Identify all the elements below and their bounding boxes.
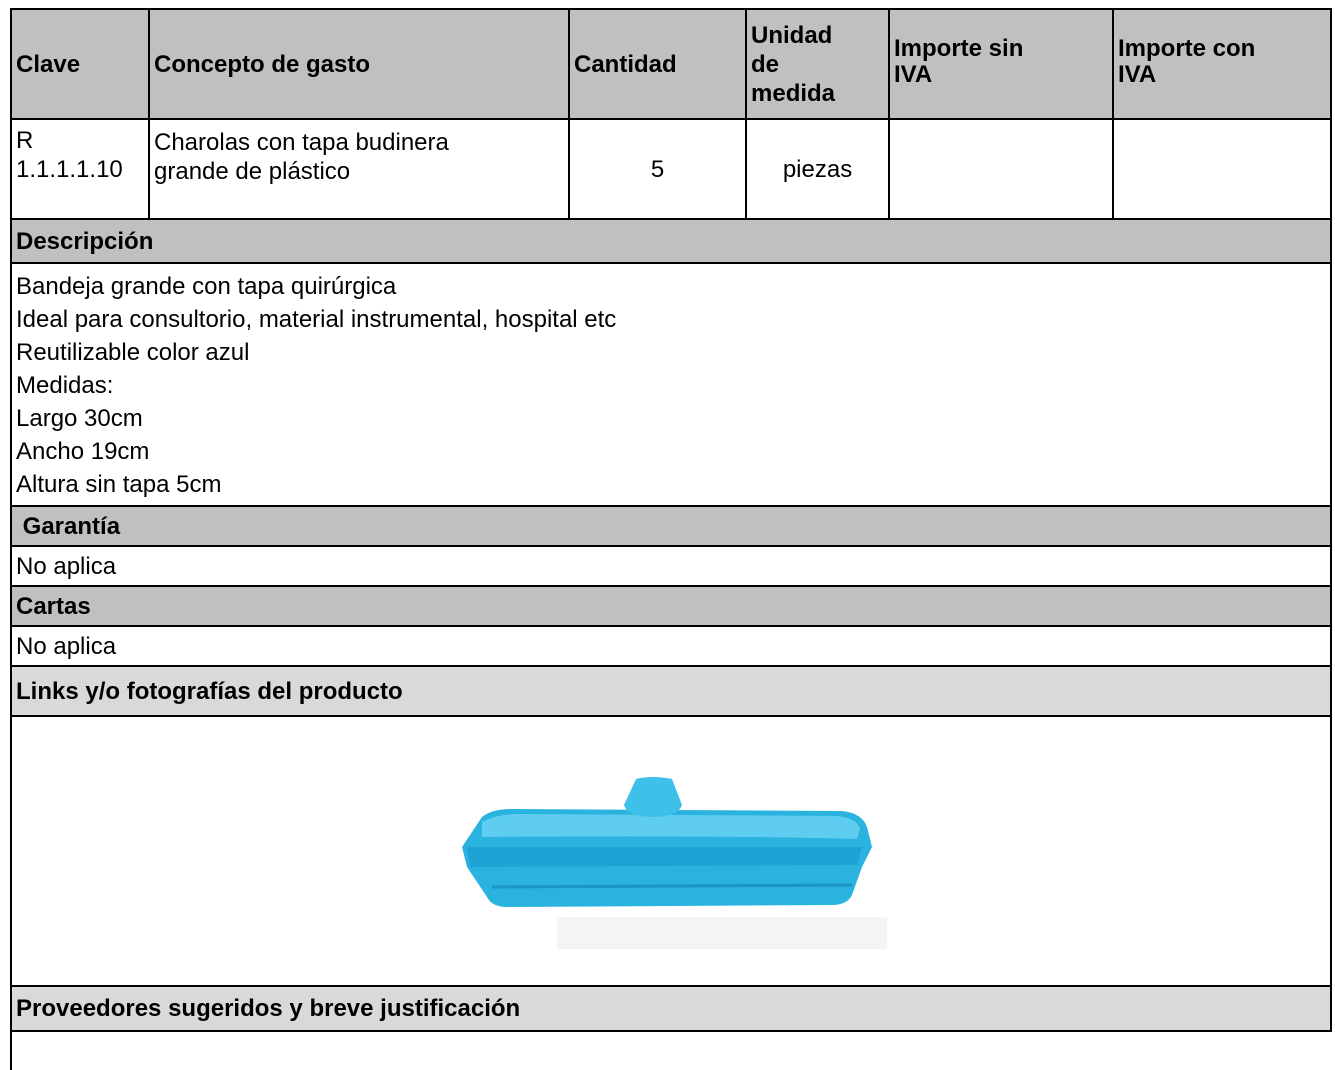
description-line: Reutilizable color azul (16, 339, 250, 366)
header-cell: Importe con IVA (1112, 8, 1332, 120)
section-title: Links y/o fotografías del producto (16, 677, 403, 705)
product-photo (462, 777, 887, 949)
cell-text: R 1.1.1.1.10 (16, 127, 123, 183)
section-header: Links y/o fotografías del producto (10, 665, 1332, 717)
description-box: Bandeja grande con tapa quirúrgica Ideal … (10, 262, 1332, 507)
description-line: Altura sin tapa 5cm (16, 471, 222, 498)
header-text: Unidad de medida (751, 21, 836, 107)
description-line: Largo 30cm (16, 405, 143, 432)
description-line: Medidas: (16, 372, 114, 399)
header-text: Cantidad (574, 50, 677, 78)
row-cell: piezas (745, 118, 890, 220)
row-cell: Charolas con tapa budinera grande de plá… (148, 118, 570, 220)
row-cell: 5 (568, 118, 747, 220)
header-cell: Clave (10, 8, 150, 120)
section-title: Proveedores sugeridos y breve justificac… (16, 995, 521, 1022)
header-cell: Unidad de medida (745, 8, 890, 120)
section-header: Proveedores sugeridos y breve justificac… (10, 985, 1332, 1032)
section-body: No aplica (10, 625, 1332, 667)
border (10, 1030, 12, 1070)
section-text: No aplica (16, 632, 117, 660)
header-cell: Importe sin IVA (888, 8, 1114, 120)
description-line: Ideal para consultorio, material instrum… (16, 306, 617, 333)
section-title: Cartas (16, 592, 91, 620)
header-text: Concepto de gasto (154, 50, 371, 78)
cell-text: Charolas con tapa budinera grande de plá… (154, 129, 449, 185)
section-title: Descripción (16, 227, 154, 255)
description-line: Bandeja grande con tapa quirúrgica (16, 273, 397, 300)
section-title: Garantía (16, 512, 121, 540)
header-text: Clave (16, 50, 81, 78)
header-cell: Cantidad (568, 8, 747, 120)
header-text: Importe con IVA (1118, 35, 1256, 88)
cell-text: 5 (650, 155, 665, 183)
photo-box (10, 715, 1332, 987)
section-header: Cartas (10, 585, 1332, 627)
header-text: Importe sin IVA (894, 35, 1024, 88)
section-header: Descripción (10, 218, 1332, 264)
row-cell (888, 118, 1114, 220)
header-cell: Concepto de gasto (148, 8, 570, 120)
cell-text: piezas (782, 155, 853, 183)
section-header: Garantía (10, 505, 1332, 547)
row-cell (1112, 118, 1332, 220)
description-line: Ancho 19cm (16, 438, 150, 465)
section-body: No aplica (10, 545, 1332, 587)
row-cell: R 1.1.1.1.10 (10, 118, 150, 220)
section-text: No aplica (16, 552, 117, 580)
